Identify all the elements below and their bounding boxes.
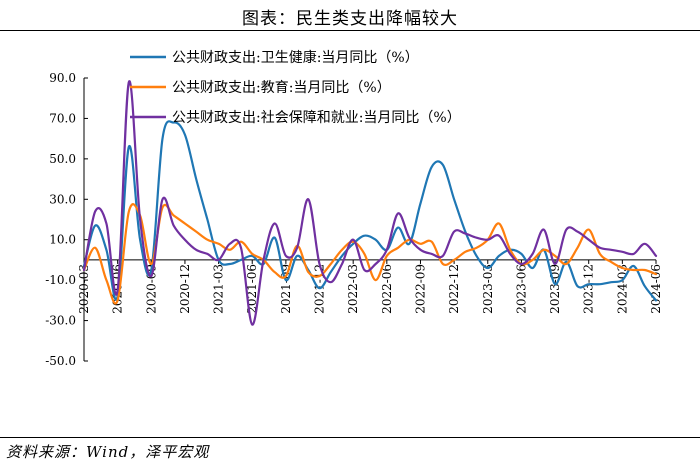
chart-lines [82, 80, 658, 326]
y-tick-label: 30.0 [49, 192, 76, 206]
x-tick-label: 2021-03 [212, 264, 226, 314]
y-tick-label: 10.0 [49, 233, 76, 247]
bottom-rule [0, 437, 700, 438]
x-tick-label: 2023-12 [582, 264, 596, 314]
x-tick-label: 2022-09 [413, 264, 427, 314]
social-security-series-line [82, 80, 658, 326]
legend-label: 公共财政支出:教育:当月同比（%） [172, 80, 391, 96]
legend-label: 公共财政支出:卫生健康:当月同比（%） [172, 49, 419, 66]
title-bar: 图表：民生类支出降幅较大 [0, 0, 700, 32]
x-tick-label: 2020-12 [178, 264, 192, 314]
x-tick-label: 2023-03 [481, 264, 495, 314]
y-tick-label: 90.0 [49, 71, 76, 85]
source-note: 资料来源：Wind，泽平宏观 [6, 443, 210, 461]
chart-title: 图表：民生类支出降幅较大 [242, 9, 458, 29]
y-tick-label: 50.0 [49, 152, 76, 166]
x-tick-label: 2023-06 [514, 264, 528, 314]
education-series-line [82, 203, 658, 305]
x-tick-label: 2022-06 [380, 264, 394, 314]
health-series-line [82, 120, 658, 302]
legend-label: 公共财政支出:社会保障和就业:当月同比（%） [172, 110, 461, 126]
chart-legend: 公共财政支出:卫生健康:当月同比（%） 公共财政支出:教育:当月同比（%） 公共财政… [130, 49, 461, 126]
x-tick-label: 2024-06 [649, 264, 663, 314]
y-tick-label: -30.0 [45, 314, 76, 328]
x-tick-label: 2020-09 [144, 264, 158, 314]
y-tick-label: -10.0 [45, 273, 76, 287]
x-tick-label: 2022-12 [447, 264, 461, 314]
x-tick-label: 2020-03 [77, 264, 91, 314]
top-rule [0, 30, 700, 31]
x-tick-label: 2022-03 [346, 264, 360, 314]
y-tick-label: -50.0 [45, 354, 76, 368]
y-tick-label: 70.0 [49, 111, 76, 125]
line-chart: -50.0 -30.0 -10.0 10.0 30.0 50.0 70.0 90.0 2020-… [45, 49, 663, 368]
